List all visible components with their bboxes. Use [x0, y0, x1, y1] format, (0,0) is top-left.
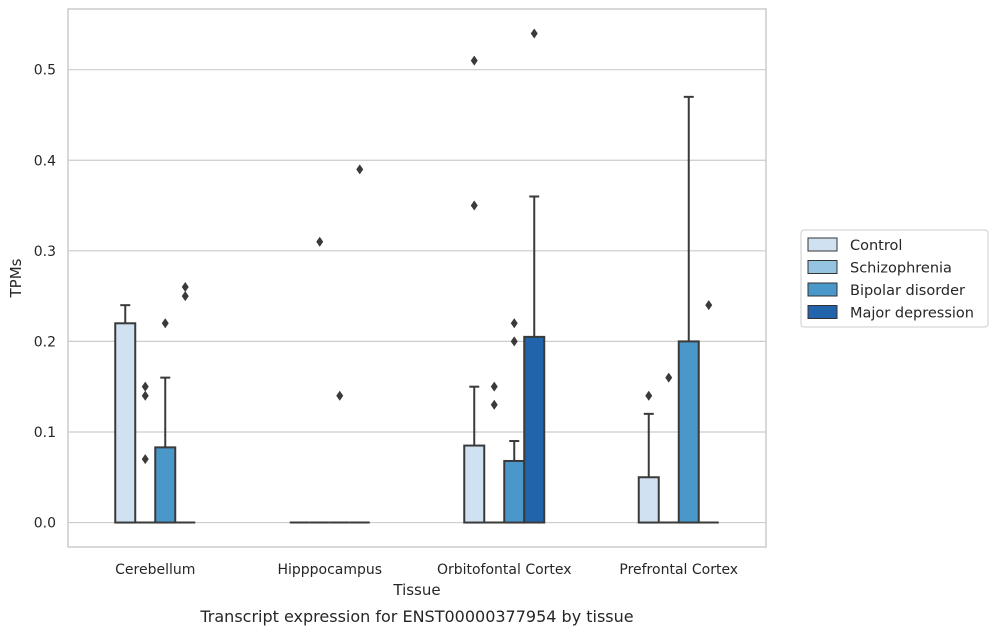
- legend-swatch: [807, 305, 838, 319]
- outlier-point: [490, 381, 498, 392]
- bar: [503, 459, 526, 524]
- outlier-point: [490, 399, 498, 410]
- outlier-point: [181, 282, 189, 293]
- outlier-point: [161, 318, 169, 329]
- legend: Control Schizophrenia Bipolar disorder Majo…: [800, 229, 989, 328]
- x-axis-title: Tissue: [392, 581, 440, 599]
- outlier-point: [316, 236, 324, 247]
- legend-swatch: [807, 237, 838, 252]
- y-axis-title: TPMs: [7, 258, 25, 298]
- y-tick-labels: 0.0 0.1 0.2 0.3 0.4 0.5: [34, 63, 56, 532]
- plot-frame: [67, 8, 767, 548]
- bar: [677, 340, 700, 524]
- y-tick-label: 0.0: [34, 516, 56, 532]
- x-tick-label: Prefrontal Cortex: [619, 562, 738, 578]
- legend-swatch: [807, 260, 838, 274]
- outlier-points: [141, 28, 713, 465]
- legend-frame: [800, 229, 989, 328]
- y-tick-label: 0.3: [34, 244, 56, 260]
- x-tick-label: Hipppocampus: [277, 562, 382, 578]
- outlier-point: [470, 55, 478, 66]
- x-tick-labels: Cerebellum Hipppocampus Orbitofontal Corte…: [115, 562, 738, 578]
- outlier-point: [141, 390, 149, 401]
- outlier-point: [510, 336, 518, 347]
- legend-label: Control: [850, 238, 902, 254]
- bar: [154, 446, 177, 524]
- y-tick-label: 0.1: [34, 425, 56, 441]
- bar: [637, 476, 660, 524]
- bar: [114, 322, 137, 524]
- outlier-point: [665, 372, 673, 383]
- bars: [114, 322, 719, 524]
- outlier-point: [336, 390, 344, 401]
- outlier-point: [356, 164, 364, 175]
- outlier-point: [645, 390, 653, 401]
- y-tick-label: 0.4: [34, 153, 56, 169]
- outlier-point: [510, 318, 518, 329]
- y-tick-label: 0.5: [34, 63, 56, 79]
- legend-label: Schizophrenia: [850, 261, 952, 277]
- x-tick-label: Cerebellum: [115, 562, 195, 578]
- y-tick-label: 0.2: [34, 334, 56, 350]
- outlier-point: [470, 200, 478, 211]
- legend-label: Major depression: [850, 306, 974, 322]
- outlier-point: [181, 291, 189, 302]
- x-tick-label: Orbitofontal Cortex: [437, 562, 572, 578]
- error-bars: [120, 95, 694, 478]
- bar: [523, 335, 546, 524]
- legend-label: Bipolar disorder: [850, 283, 965, 299]
- bar: [463, 444, 486, 524]
- legend-swatch: [807, 282, 838, 297]
- chart-caption: Transcript expression for ENST0000037795…: [199, 607, 633, 626]
- outlier-point: [705, 300, 713, 311]
- outlier-point: [530, 28, 538, 39]
- outlier-point: [141, 381, 149, 392]
- outlier-point: [141, 454, 149, 465]
